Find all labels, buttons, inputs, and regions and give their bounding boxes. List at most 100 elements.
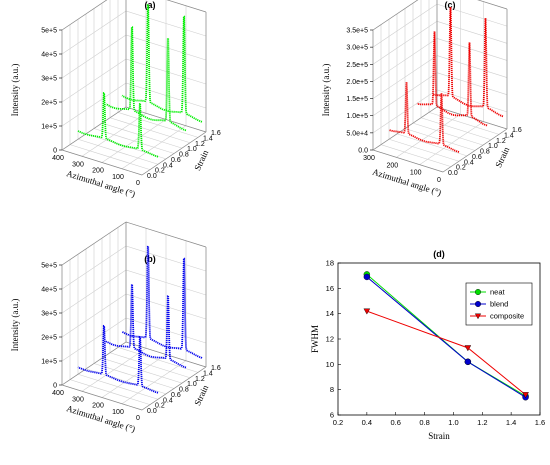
floor-gridline [93, 128, 175, 154]
x-tick-label: 0.4 [362, 418, 372, 427]
legend-label: neat [490, 288, 506, 297]
z-tick-label: 2.0e+5 [346, 79, 368, 86]
z-tick-label: 3e+5 [41, 76, 57, 83]
box-edge [61, 341, 127, 386]
z-tick-label: 1e+5 [41, 124, 57, 131]
z-tick-label: 3.0e+5 [346, 45, 368, 52]
series-curve [105, 284, 187, 369]
series-curve [388, 81, 460, 153]
box-edge [141, 131, 207, 176]
floor-gridline [117, 347, 199, 373]
z-tick-label: 4e+5 [41, 287, 57, 294]
x-tick-label: 1.4 [506, 418, 516, 427]
y-tick-label: 0.2 [456, 165, 466, 172]
panel-label: (b) [144, 254, 156, 264]
box-edge [61, 149, 143, 176]
y-tick-label: 18 [326, 259, 334, 268]
x-tick-label: 1.6 [535, 418, 545, 427]
x-tick-label: 300 [72, 396, 84, 403]
z-tick-label: 5e+5 [41, 28, 57, 35]
back-wall-gridline [436, 3, 508, 27]
panel-1: 0 1e+5 2e+5 3e+5 4e+5 5e+5 400 300 200 100 0 0.00.2… [10, 221, 221, 434]
floor-gridline [109, 117, 191, 144]
z-tick-label: 3.5e+5 [346, 28, 368, 35]
floor-gridline [77, 138, 159, 165]
y-tick-label: 1.4 [203, 370, 213, 377]
panel-label: (a) [145, 0, 156, 10]
z-axis-title: Intensity (a.u.) [10, 64, 20, 117]
floor-gridline [101, 122, 183, 149]
series-curve [416, 31, 488, 127]
z-tick-label: 0 [53, 148, 57, 155]
y-tick-label: 0.6 [171, 392, 181, 399]
floor-gridline [69, 379, 151, 405]
y-tick-label: 0.6 [171, 157, 181, 164]
floor-gridline [404, 128, 476, 151]
x-axis-title: Strain [428, 431, 450, 441]
x-tick-label: 0 [136, 415, 140, 422]
z-tick-label: 1e+5 [41, 359, 57, 366]
data-point [474, 313, 482, 320]
y-tick-label: 0.2 [155, 168, 165, 175]
box-edge [125, 221, 207, 248]
y-tick-label: 0.4 [163, 397, 173, 404]
x-tick-label: 0 [437, 177, 441, 184]
x-tick-label: 1.0 [448, 418, 458, 427]
floor-gridline [388, 138, 460, 162]
x-tick-label: 300 [72, 161, 84, 168]
x-tick-label: 0.2 [333, 418, 343, 427]
x-tick-label: 100 [410, 170, 422, 177]
floor-gridline [69, 144, 151, 170]
series-curve [77, 324, 159, 394]
y-tick-label: 0.4 [163, 162, 173, 169]
y-tick-label: 1.6 [211, 365, 221, 372]
panel-0: 0 1e+5 2e+5 3e+5 4e+5 5e+5 400 300 200 100 0 0.00.2… [10, 0, 221, 199]
legend-label: composite [490, 312, 524, 321]
back-wall-gridline [436, 20, 508, 44]
y-tick-label: 10 [326, 360, 334, 369]
y-tick-label: 6 [330, 411, 334, 420]
x-tick-label: 0 [136, 180, 140, 187]
x-tick-label: 100 [112, 409, 124, 416]
data-point [363, 308, 371, 315]
z-tick-label: 2e+5 [41, 335, 57, 342]
box-edge [442, 128, 508, 173]
z-tick-label: 0.0 [358, 148, 368, 155]
back-wall-gridline [436, 89, 508, 113]
back-wall-gridline [436, 55, 508, 78]
y-tick-label: 0.2 [155, 403, 165, 410]
y-tick-label: 1.2 [496, 138, 506, 145]
floor-gridline [412, 122, 484, 146]
series-curve [121, 3, 203, 123]
y-axis-title: FWHM [310, 325, 320, 353]
data-point [464, 345, 472, 352]
box-edge [61, 0, 108, 31]
panel-2: 0.0 5.0e+4 1.0e+5 1.5e+5 2.0e+5 2.5e+5 3.0e+5 3… [321, 0, 522, 198]
x-tick-label: 0.8 [419, 418, 429, 427]
x-tick-label: 400 [52, 155, 64, 162]
box-edge [372, 0, 419, 31]
y-tick-label: 1.6 [211, 130, 221, 137]
x-tick-label: 1.2 [477, 418, 487, 427]
back-wall-gridline [436, 72, 508, 96]
y-tick-label: 1.2 [195, 141, 205, 148]
floor-gridline [77, 373, 159, 400]
floor-gridline [85, 368, 167, 395]
x-tick-label: 300 [363, 155, 375, 162]
data-point [475, 301, 482, 308]
box-edge [61, 221, 127, 266]
series-curve [77, 91, 159, 158]
z-tick-label: 5.0e+4 [346, 130, 368, 137]
panel-label: (d) [433, 249, 445, 259]
box-edge [477, 0, 508, 10]
y-tick-label: 1.0 [488, 143, 498, 150]
floor-gridline [428, 112, 500, 135]
y-tick-label: 1.0 [187, 381, 197, 388]
series-curve [121, 245, 203, 359]
x-tick-label: 0.6 [390, 418, 400, 427]
back-wall-gridline [436, 38, 508, 61]
y-tick-label: 16 [326, 284, 334, 293]
y-tick-label: 0.8 [480, 149, 490, 156]
y-tick-label: 1.6 [512, 127, 522, 134]
